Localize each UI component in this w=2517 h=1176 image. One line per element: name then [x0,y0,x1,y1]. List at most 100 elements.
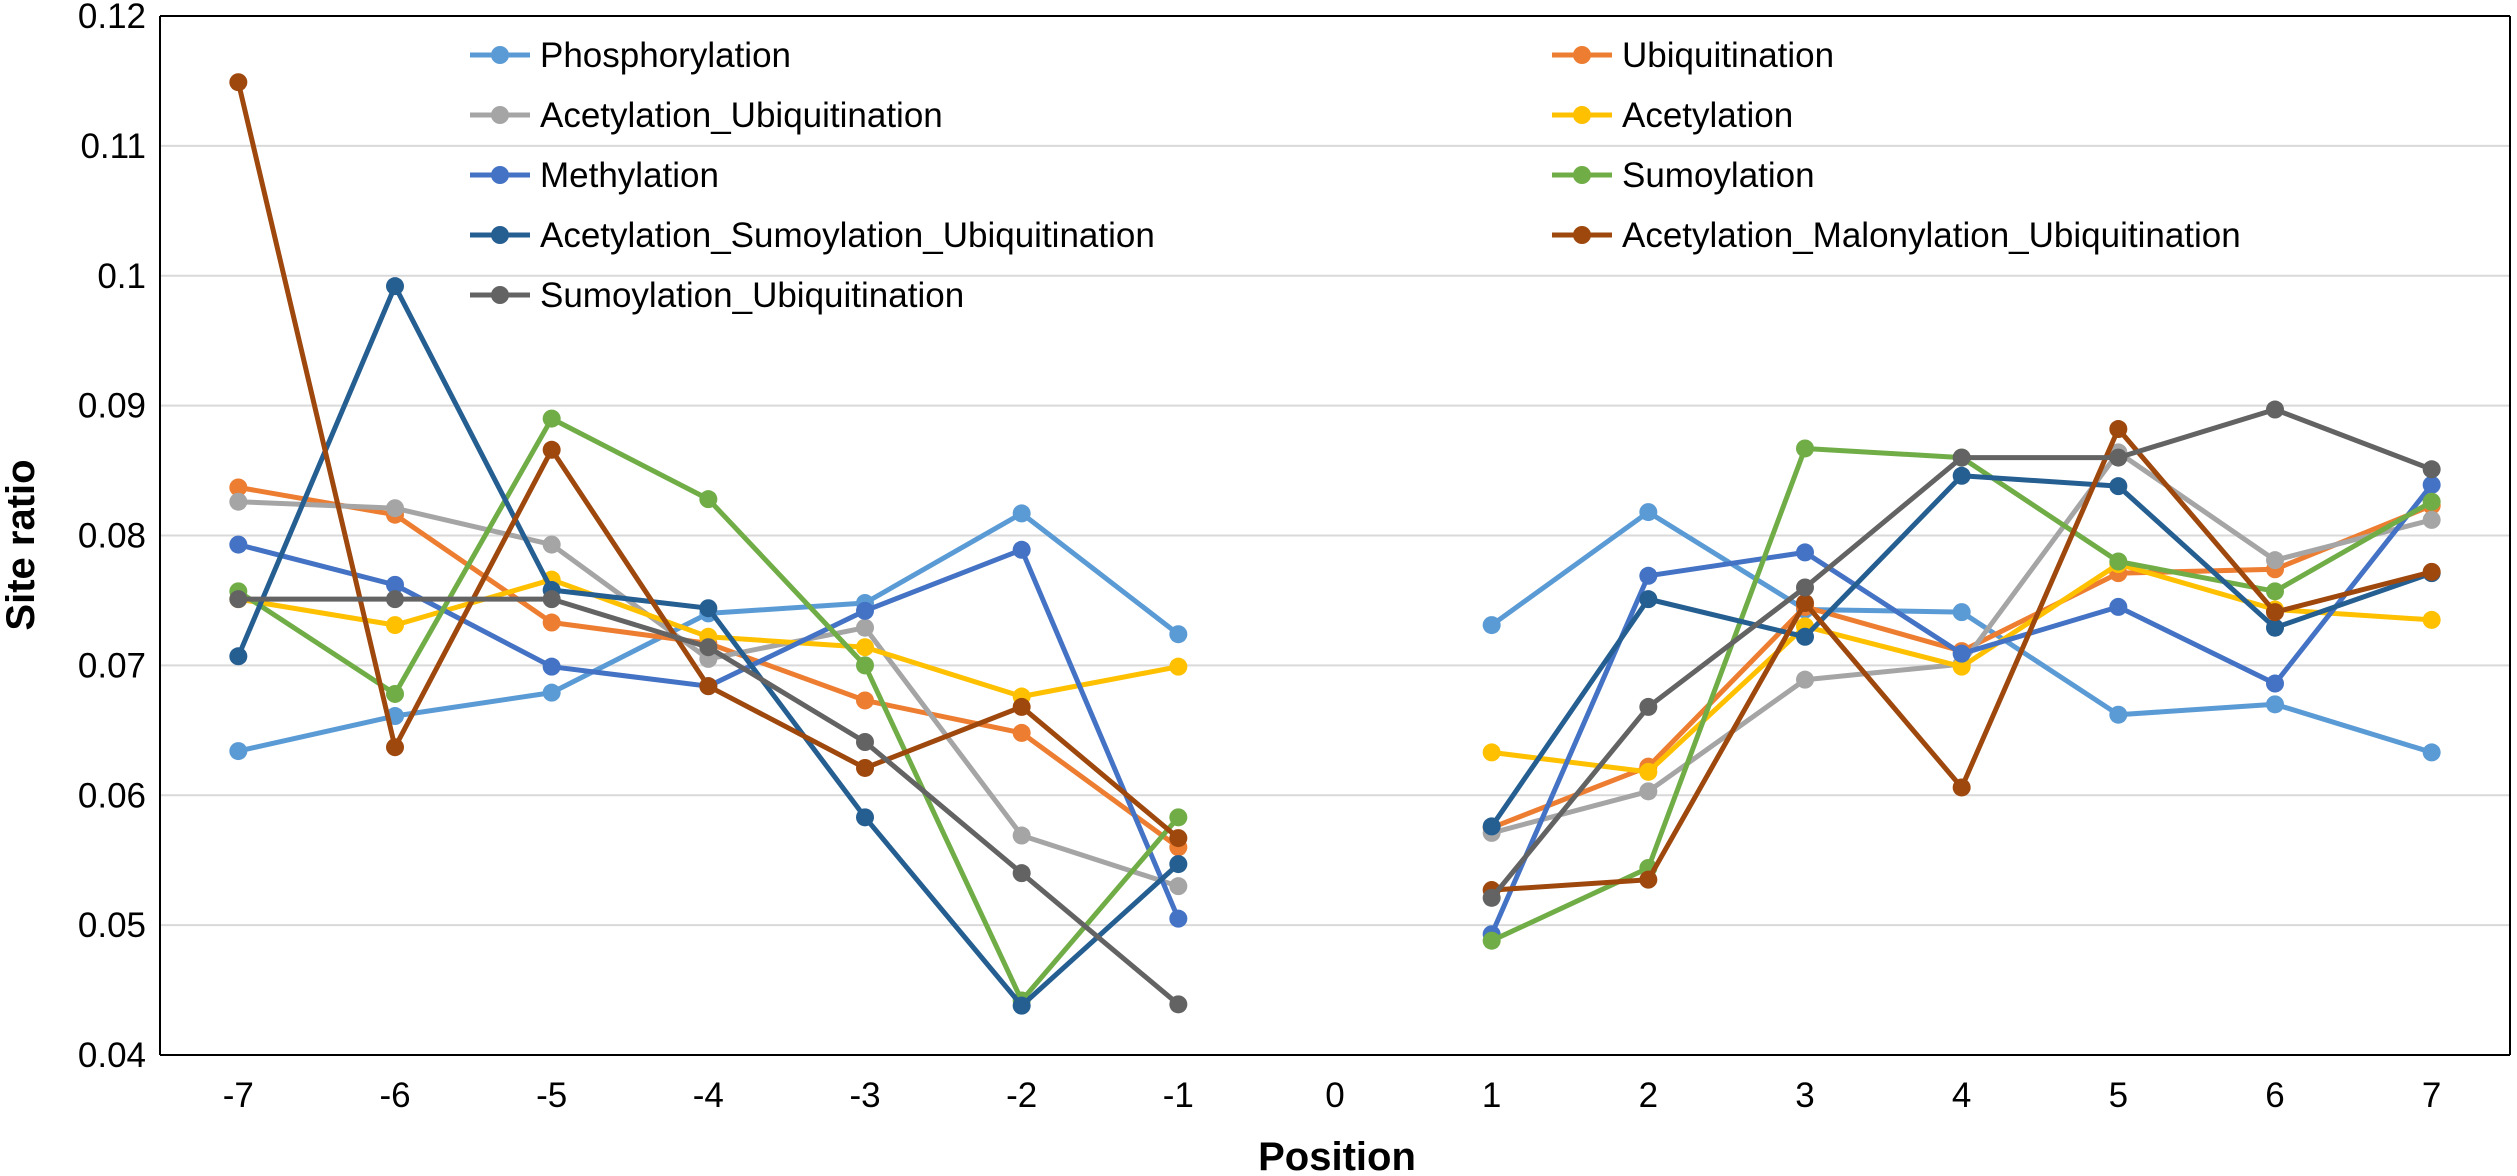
data-point [1012,697,1031,716]
data-point [1012,864,1031,883]
data-point [386,738,404,757]
y-tick-label: 0.08 [78,517,146,556]
x-tick-label: -3 [849,1076,880,1115]
legend-item: Phosphorylation [470,36,791,75]
x-tick-label: -6 [379,1076,410,1115]
legend-swatch-marker [1573,46,1591,64]
data-point [1639,503,1658,522]
data-point [1952,778,1971,797]
data-point [542,590,561,609]
data-point [1482,931,1501,950]
legend-label: Acetylation_Ubiquitination [540,96,943,135]
series-phosphorylation [229,503,2441,762]
legend-item: Sumoylation_Ubiquitination [470,276,964,315]
data-point [229,535,248,554]
y-tick-label: 0.1 [97,257,146,296]
data-point [2422,460,2441,479]
data-point [1482,743,1501,762]
data-point [1952,657,1971,676]
y-tick-label: 0.05 [78,906,146,945]
data-point [2422,492,2441,511]
data-point [856,656,874,675]
data-point [1169,855,1188,874]
legend-swatch-marker [1573,166,1591,184]
data-point [856,733,874,752]
data-point [856,691,874,710]
y-axis-ticks: 0.04 0.05 0.06 0.07 0.08 0.09 0.1 0.11 0.12 [78,0,146,1075]
legend-label: Ubiquitination [1622,36,1834,75]
legend-label: Acetylation_Sumoylation_Ubiquitination [540,216,1155,255]
legend-swatch-marker [1573,226,1591,244]
data-point [1012,996,1031,1015]
legend-item: Sumoylation [1552,156,1815,195]
data-point [1639,782,1658,801]
data-point [2266,551,2284,570]
gridlines [160,15,2510,927]
data-point [1482,888,1501,907]
data-point [386,277,404,296]
data-point [2109,552,2128,571]
series-line [1490,509,2433,755]
data-point [699,599,718,618]
axes [159,15,2511,1056]
data-point [542,657,561,676]
legend-swatch-marker [491,46,509,64]
y-tick-label: 0.04 [78,1036,146,1075]
data-point [229,478,248,497]
x-tick-label: -1 [1163,1076,1194,1115]
legend-item: Acetylation_Sumoylation_Ubiquitination [470,216,1155,255]
x-tick-label: 4 [1952,1076,1971,1115]
x-tick-label: 6 [2265,1076,2284,1115]
data-point [1796,627,1814,646]
y-tick-label: 0.07 [78,646,146,685]
series-acetylation-sumoylation-ubiquitination [229,277,2441,1015]
data-point [1796,670,1814,689]
x-tick-label: -5 [536,1076,567,1115]
data-point [1012,504,1031,523]
data-point [1169,808,1188,827]
data-point [2109,705,2128,724]
data-point [542,409,561,428]
data-point [1169,995,1188,1014]
data-point [1482,616,1501,635]
data-point [2266,674,2284,693]
y-axis-title: Site ratio [0,459,43,630]
data-point [699,677,718,696]
legend-swatch-marker [491,226,509,244]
data-point [386,684,404,703]
data-point [1639,870,1658,889]
data-point [1169,877,1188,896]
data-point [2109,597,2128,616]
y-tick-label: 0.09 [78,387,146,426]
data-point [1952,466,1971,485]
data-point [1796,578,1814,597]
data-point [1952,603,1971,622]
series-sumoylation-ubiquitination [229,400,2441,1014]
x-tick-label: -7 [223,1076,254,1115]
data-point [856,758,874,777]
data-point [856,601,874,620]
legend-swatch-marker [491,106,509,124]
data-point [2266,582,2284,601]
data-point [386,499,404,518]
legend-item: Acetylation_Malonylation_Ubiquitination [1552,216,2241,255]
data-point [699,490,718,509]
data-point [856,638,874,657]
legend-label: Sumoylation_Ubiquitination [540,276,964,315]
data-point [699,638,718,657]
data-point [1796,439,1814,458]
x-tick-label: 1 [1482,1076,1501,1115]
series-line [235,81,1180,841]
legend-swatch-marker [491,166,509,184]
data-point [1639,697,1658,716]
legend-item: Methylation [470,156,719,195]
data-point [1952,448,1971,467]
legend-label: Acetylation [1622,96,1793,135]
data-point [1952,644,1971,663]
data-point [2422,610,2441,629]
x-tick-label: 3 [1795,1076,1814,1115]
data-point [1796,543,1814,562]
data-point [856,618,874,637]
legend-item: Ubiquitination [1552,36,1834,75]
data-point [229,590,248,609]
